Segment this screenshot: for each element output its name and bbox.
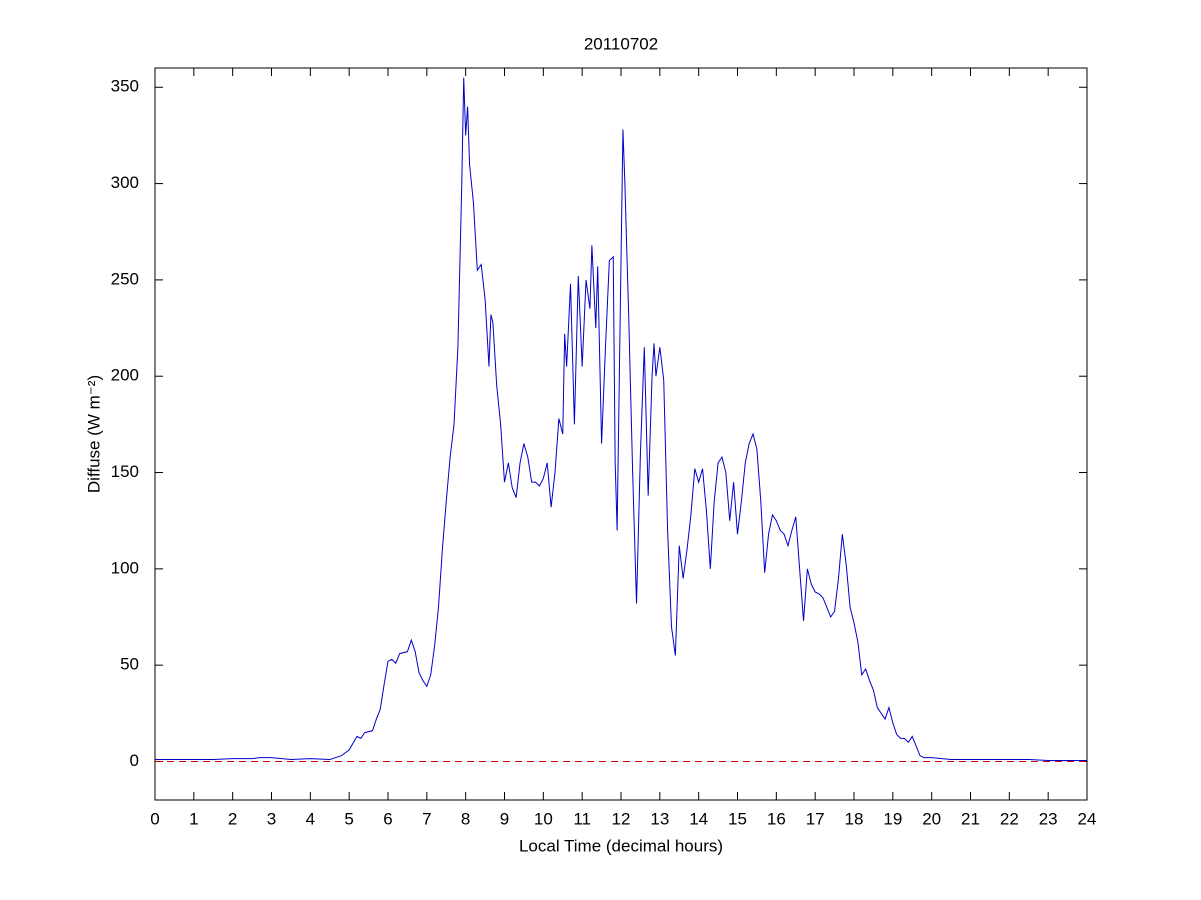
x-tick-label: 12 — [612, 809, 631, 828]
y-tick-label: 200 — [111, 366, 139, 385]
x-tick-label: 8 — [461, 809, 470, 828]
chart-title: 20110702 — [584, 34, 658, 53]
y-tick-label: 100 — [111, 558, 139, 577]
x-tick-label: 10 — [534, 809, 553, 828]
x-tick-label: 23 — [1039, 809, 1058, 828]
x-tick-label: 11 — [573, 809, 591, 828]
x-tick-label: 2 — [228, 809, 237, 828]
x-tick-label: 13 — [650, 809, 669, 828]
x-tick-label: 7 — [422, 809, 431, 828]
x-axis-label: Local Time (decimal hours) — [519, 836, 723, 855]
y-tick-label: 50 — [120, 655, 139, 674]
x-tick-label: 6 — [383, 809, 392, 828]
y-tick-label: 350 — [111, 77, 139, 96]
x-tick-label: 15 — [728, 809, 747, 828]
x-tick-label: 17 — [806, 809, 825, 828]
x-tick-label: 5 — [344, 809, 353, 828]
x-tick-label: 3 — [267, 809, 276, 828]
y-axis-label: Diffuse (W m⁻²) — [84, 375, 103, 493]
data-line — [155, 77, 1087, 762]
y-tick-label: 0 — [130, 751, 139, 770]
x-tick-label: 18 — [845, 809, 864, 828]
y-tick-label: 300 — [111, 173, 139, 192]
y-tick-label: 250 — [111, 269, 139, 288]
x-tick-label: 24 — [1078, 809, 1097, 828]
plot-frame — [154, 67, 1088, 801]
x-tick-label: 1 — [189, 809, 198, 828]
x-tick-label: 21 — [961, 809, 980, 828]
x-tick-label: 4 — [306, 809, 315, 828]
x-tick-label: 14 — [689, 809, 708, 828]
x-tick-label: 19 — [883, 809, 902, 828]
x-tick-label: 9 — [500, 809, 509, 828]
x-tick-label: 22 — [1000, 809, 1019, 828]
x-tick-label: 20 — [922, 809, 941, 828]
x-tick-label: 0 — [150, 809, 159, 828]
x-tick-label: 16 — [767, 809, 786, 828]
y-tick-label: 150 — [111, 462, 139, 481]
